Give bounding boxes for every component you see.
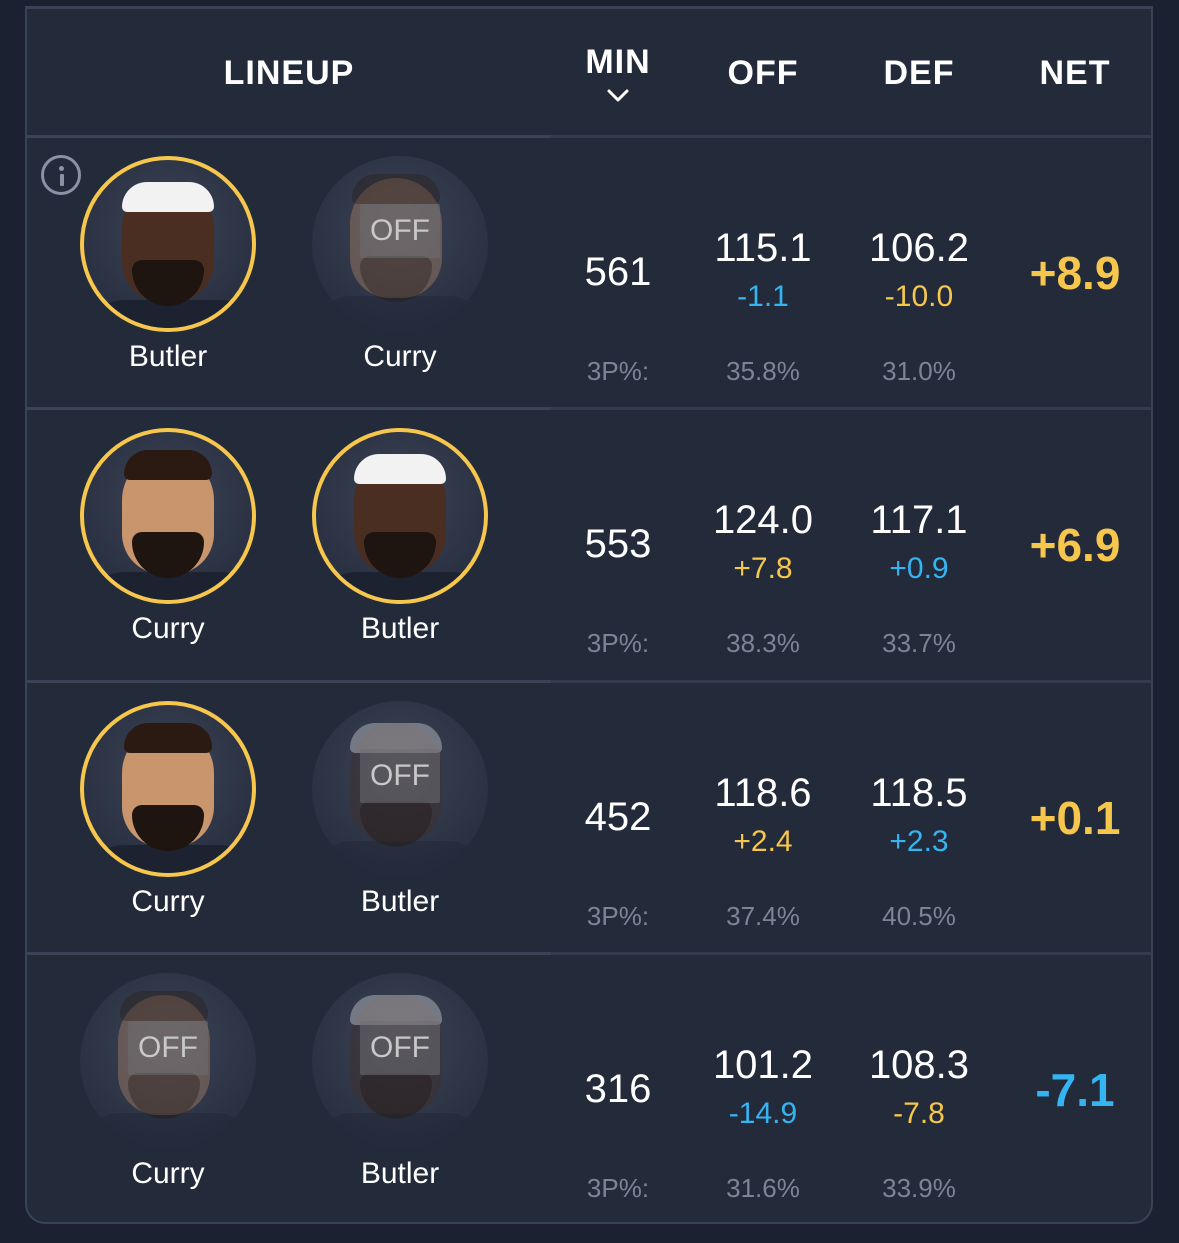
minutes-value: 561 — [584, 250, 652, 294]
off-badge: OFF — [360, 204, 440, 258]
off-rating-value: 101.2 — [712, 1043, 814, 1087]
avatar[interactable] — [80, 701, 256, 877]
header-def[interactable]: DEF — [883, 53, 955, 92]
three-point-def: 40.5% — [882, 901, 956, 931]
lineup-player[interactable]: Butler — [78, 154, 268, 394]
avatar-shoulders — [312, 841, 488, 877]
player-name: Butler — [360, 1157, 440, 1190]
off-badge: OFF — [360, 1021, 440, 1075]
def-rating-value: 118.5 — [870, 771, 968, 815]
headband — [350, 995, 442, 1025]
three-point-label: 3P%: — [586, 1173, 650, 1203]
lineup-player[interactable]: OFF Curry — [310, 154, 500, 394]
lineup-player[interactable]: OFF Butler — [310, 699, 500, 939]
avatar[interactable] — [80, 428, 256, 604]
player-name: Curry — [131, 612, 205, 645]
avatar-shoulders — [80, 1113, 256, 1149]
three-point-off: 38.3% — [726, 628, 800, 658]
header-min-label: MIN — [585, 42, 651, 81]
chevron-down-icon[interactable] — [606, 88, 630, 104]
avatar-hair — [124, 450, 212, 480]
def-rating-delta: +0.9 — [889, 552, 949, 585]
row-divider — [27, 952, 551, 955]
off-rating-delta: +2.4 — [733, 825, 793, 858]
off-rating-delta: -1.1 — [737, 280, 789, 313]
three-point-def: 31.0% — [882, 356, 956, 386]
row-divider — [27, 407, 551, 410]
header-net[interactable]: NET — [1039, 53, 1111, 92]
player-name: Curry — [363, 340, 437, 373]
lineup-player[interactable]: OFF Curry — [78, 971, 268, 1211]
row-divider — [551, 952, 1151, 955]
player-name: Curry — [131, 885, 205, 918]
def-rating-delta: -10.0 — [884, 280, 954, 313]
lineup-table: LINEUP MIN OFF DEF NET Butler OFF Curry 561… — [25, 6, 1153, 1224]
headband — [354, 454, 446, 484]
minutes-value: 452 — [584, 795, 652, 839]
off-rating-value: 124.0 — [712, 498, 814, 542]
headband — [350, 723, 442, 753]
avatar-shoulders — [312, 296, 488, 332]
minutes-value: 316 — [584, 1067, 652, 1111]
avatar-shoulders — [312, 1113, 488, 1149]
off-badge: OFF — [360, 749, 440, 803]
table-row[interactable]: Butler OFF Curry 561 115.1 -1.1 106.2 -10.0 +8.9… — [27, 138, 1151, 410]
lineup-player[interactable]: OFF Butler — [310, 971, 500, 1211]
three-point-def: 33.9% — [882, 1173, 956, 1203]
table-row[interactable]: Curry Butler 553 124.0 +7.8 117.1 +0.9 +6.9 3P%:… — [27, 410, 1151, 682]
avatar[interactable]: OFF — [312, 156, 488, 332]
minutes-value: 553 — [584, 522, 652, 566]
player-name: Butler — [128, 340, 208, 373]
three-point-off: 37.4% — [726, 901, 800, 931]
avatar[interactable] — [312, 428, 488, 604]
three-point-def: 33.7% — [882, 628, 956, 658]
table-header: LINEUP MIN OFF DEF NET — [27, 9, 1151, 137]
net-rating-value: +8.9 — [1029, 247, 1121, 299]
off-rating-delta: -14.9 — [728, 1097, 798, 1130]
table-row[interactable]: Curry OFF Butler 452 118.6 +2.4 118.5 +2.3 +0.1 3… — [27, 683, 1151, 955]
avatar[interactable] — [80, 156, 256, 332]
three-point-off: 31.6% — [726, 1173, 800, 1203]
off-rating-delta: +7.8 — [733, 552, 793, 585]
info-icon[interactable] — [41, 155, 81, 195]
three-point-off: 35.8% — [726, 356, 800, 386]
def-rating-delta: +2.3 — [889, 825, 949, 858]
avatar-hair — [124, 723, 212, 753]
net-rating-value: -7.1 — [1035, 1064, 1115, 1116]
player-name: Butler — [360, 612, 440, 645]
table-row[interactable]: OFF Curry OFF Butler 316 101.2 -14.9 108.3 -7.8 -… — [27, 955, 1151, 1222]
avatar-hair — [120, 991, 208, 1021]
row-divider — [551, 407, 1151, 410]
avatar[interactable]: OFF — [312, 701, 488, 877]
header-lineup: LINEUP — [223, 53, 355, 92]
def-rating-value: 108.3 — [868, 1043, 970, 1087]
off-rating-value: 118.6 — [714, 771, 812, 815]
row-divider — [27, 680, 551, 683]
header-divider — [27, 135, 551, 138]
header-divider-right — [551, 135, 1151, 138]
def-rating-delta: -7.8 — [893, 1097, 945, 1130]
three-point-label: 3P%: — [586, 628, 650, 658]
lineup-player[interactable]: Curry — [78, 699, 268, 939]
avatar[interactable]: OFF — [312, 973, 488, 1149]
net-rating-value: +6.9 — [1029, 519, 1121, 571]
lineup-player[interactable]: Curry — [78, 426, 268, 666]
three-point-label: 3P%: — [586, 356, 650, 386]
header-off[interactable]: OFF — [727, 53, 799, 92]
avatar-hair — [352, 174, 440, 204]
off-rating-value: 115.1 — [714, 226, 812, 270]
player-name: Butler — [360, 885, 440, 918]
player-name: Curry — [131, 1157, 205, 1190]
off-badge: OFF — [128, 1021, 208, 1075]
def-rating-value: 117.1 — [870, 498, 968, 542]
def-rating-value: 106.2 — [868, 226, 970, 270]
three-point-label: 3P%: — [586, 901, 650, 931]
headband — [122, 182, 214, 212]
header-min-sort[interactable]: MIN — [551, 9, 685, 137]
net-rating-value: +0.1 — [1029, 792, 1121, 844]
lineup-player[interactable]: Butler — [310, 426, 500, 666]
avatar[interactable]: OFF — [80, 973, 256, 1149]
row-divider — [551, 680, 1151, 683]
